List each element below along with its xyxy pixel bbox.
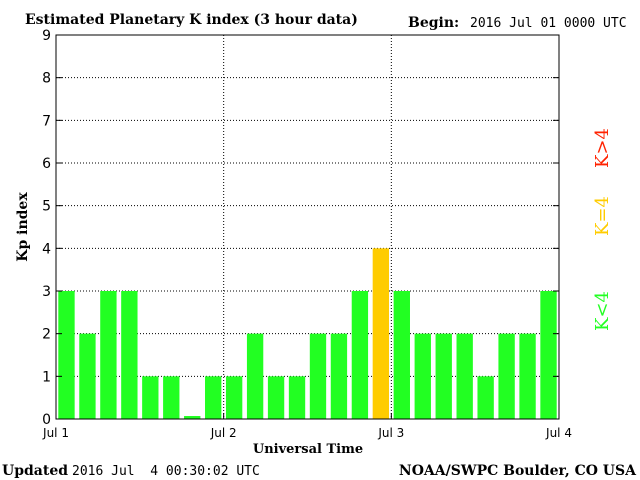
y-tick-label: 9 <box>42 28 51 44</box>
kp-bar <box>79 333 96 419</box>
kp-bar <box>540 291 557 419</box>
x-axis-label: Universal Time <box>253 442 363 457</box>
kp-bar <box>393 291 410 419</box>
updated-value: 2016 Jul 4 00:30:02 UTC <box>72 464 260 479</box>
begin-value: 2016 Jul 01 0000 UTC <box>470 16 627 31</box>
y-tick-label: 5 <box>42 199 51 215</box>
kp-bar <box>372 248 390 419</box>
kp-bar <box>498 333 515 419</box>
legend-below-4: K<4 <box>592 291 613 331</box>
x-tick-label: Jul 1 <box>42 426 69 440</box>
updated-label: Updated <box>2 463 68 479</box>
bars <box>58 248 557 419</box>
plot-frame <box>55 34 560 420</box>
kp-bar <box>267 376 285 419</box>
y-tick-label: 6 <box>42 156 51 172</box>
x-tick-label: Jul 2 <box>210 426 237 440</box>
y-tick-label: 3 <box>42 284 51 300</box>
legend-above-4: K>4 <box>592 128 613 168</box>
x-axis-ticks: Jul 1 Jul 2 Jul 3 Jul 4 <box>42 413 572 440</box>
kp-bar <box>246 333 264 419</box>
chart-title: Estimated Planetary K index (3 hour data… <box>25 12 358 28</box>
y-tick-label: 1 <box>42 369 51 385</box>
kp-bar <box>225 376 243 419</box>
x-tick-label: Jul 3 <box>377 426 404 440</box>
kp-bar <box>288 376 306 419</box>
y-tick-label: 0 <box>42 412 51 428</box>
begin-label: Begin: <box>408 15 459 31</box>
kp-bar <box>330 333 348 419</box>
x-tick-label: Jul 4 <box>545 426 572 440</box>
kp-bar <box>58 291 75 419</box>
kp-bar <box>477 376 494 419</box>
kp-bar <box>121 291 138 419</box>
source-credit: NOAA/SWPC Boulder, CO USA <box>399 463 637 479</box>
y-tick-label: 7 <box>42 113 51 129</box>
kp-bar <box>100 291 117 419</box>
kp-bar <box>456 333 473 419</box>
kp-bar <box>163 376 180 419</box>
kp-bar <box>184 416 201 419</box>
kp-bar <box>309 333 327 419</box>
kp-bar <box>519 333 536 419</box>
y-tick-label: 4 <box>42 241 51 257</box>
y-axis-label: Kp index <box>15 192 31 262</box>
kp-bar <box>414 333 431 419</box>
grid-lines <box>56 35 559 419</box>
legend-equal-4: K=4 <box>592 196 613 236</box>
kp-bar <box>435 333 452 419</box>
y-tick-label: 8 <box>42 71 51 87</box>
y-tick-label: 2 <box>42 327 51 343</box>
kp-bar <box>142 376 159 419</box>
kp-bar <box>205 376 222 419</box>
y-axis-ticks: 0 1 2 3 4 5 6 7 8 9 <box>42 28 559 428</box>
kp-bar <box>351 291 369 419</box>
